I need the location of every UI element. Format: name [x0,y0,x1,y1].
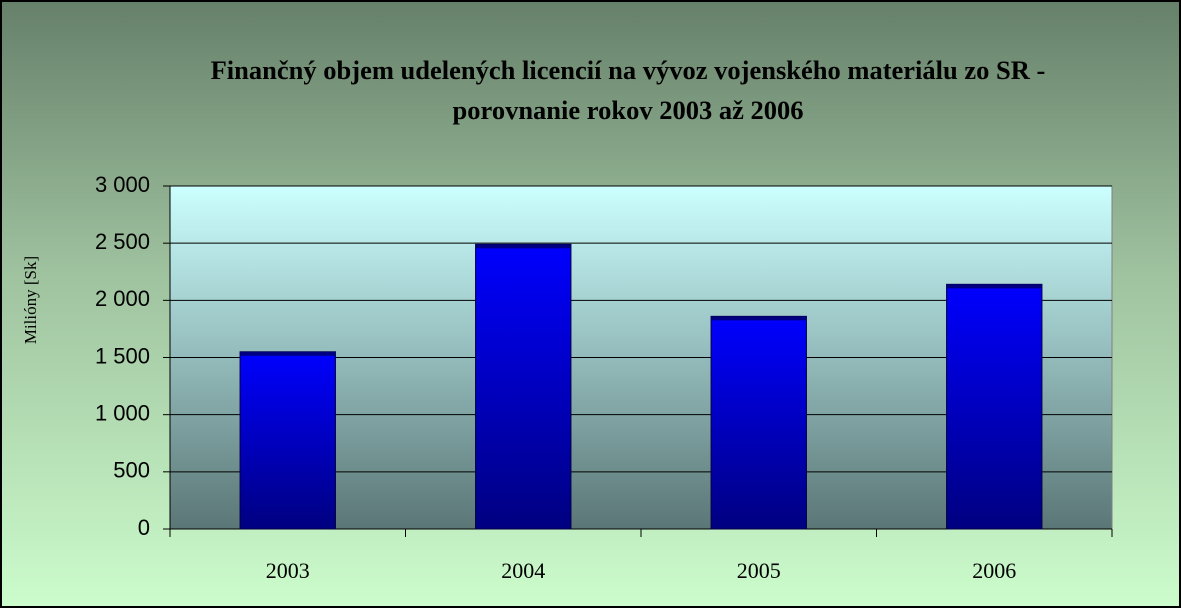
y-axis-label: Milióny [Sk] [21,256,40,344]
x-tick-label: 2005 [737,558,781,583]
x-tick-label: 2006 [972,558,1016,583]
y-tick-label: 1 000 [95,400,150,425]
y-tick-label: 500 [113,458,150,483]
y-tick-label: 2 500 [95,229,150,254]
bar [475,243,572,530]
y-tick-label: 0 [138,515,150,540]
bar-top [711,316,807,321]
bar [710,315,807,530]
y-tick-label: 2 000 [95,286,150,311]
x-tick-label: 2004 [501,558,545,583]
bar-top [240,351,336,356]
y-tick-label: 3 000 [95,172,150,197]
y-tick-label: 1 500 [95,343,150,368]
chart-title: Finančný objem udelených licencií na výv… [210,55,1046,125]
bar-top [475,244,571,249]
x-tick-label: 2003 [266,558,310,583]
bar-top [946,284,1042,289]
bar [946,283,1043,530]
bar [239,351,336,530]
